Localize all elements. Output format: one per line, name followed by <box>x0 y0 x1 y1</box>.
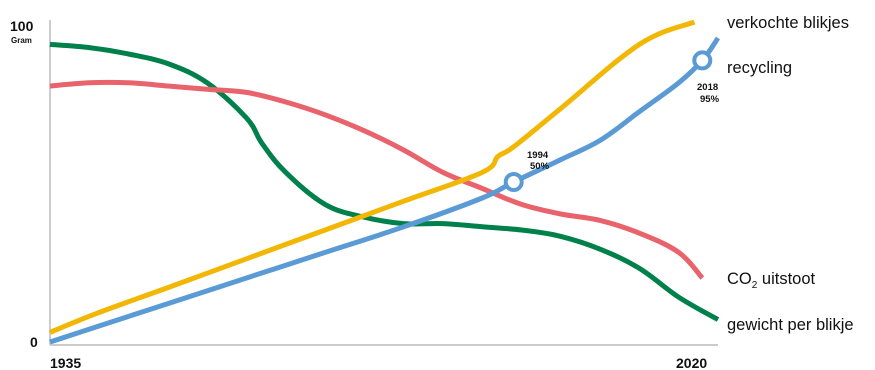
y-tick-top: 100 <box>10 18 34 34</box>
label-gewicht: gewicht per blikje <box>727 316 854 334</box>
x-tick-end: 2020 <box>676 355 707 370</box>
label-co2: CO2 uitstoot <box>727 270 816 291</box>
label-verkochte-blikjes: verkochte blikjes <box>727 14 849 32</box>
label-co2-main: CO <box>727 270 752 288</box>
label-co2-rest: uitstoot <box>757 270 815 288</box>
marker-1994 <box>503 172 524 192</box>
y-axis-unit: Gram <box>11 36 32 45</box>
y-tick-bottom: 0 <box>30 334 38 350</box>
series-line-co2 <box>49 79 705 280</box>
annotation-1994-year: 1994 <box>527 150 549 161</box>
annotation-2018-pct: 95% <box>700 94 720 105</box>
series-line-verkochte-blikjes <box>49 19 696 335</box>
annotation-2018-year: 2018 <box>697 82 718 93</box>
x-tick-start: 1935 <box>50 355 81 370</box>
marker-2018 <box>692 50 713 71</box>
annotations: 1994 50% 2018 95% <box>503 50 720 192</box>
label-co2-sub: 2 <box>752 280 758 291</box>
series-group <box>49 19 721 345</box>
series-line-recycling <box>49 36 721 345</box>
label-recycling: recycling <box>727 59 792 77</box>
annotation-1994-pct: 50% <box>530 161 550 172</box>
